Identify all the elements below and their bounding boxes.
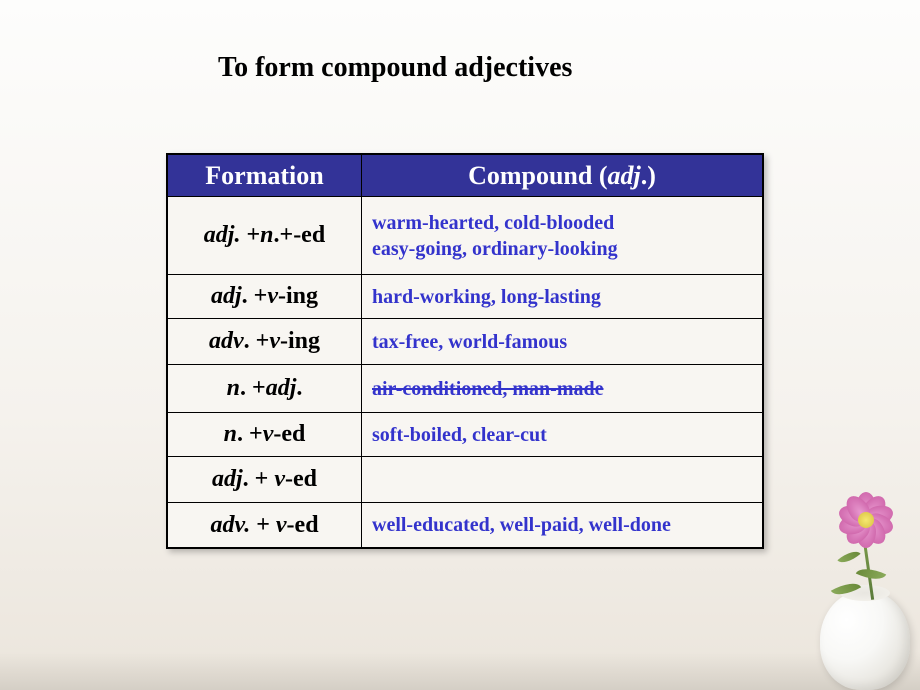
- petal: [863, 502, 896, 530]
- formation-cell: n. +adj.: [168, 365, 362, 412]
- formation-text: n. +v-ed: [224, 420, 306, 449]
- petal: [836, 502, 869, 530]
- table-row: adj. +n.+-ed warm-hearted, cold-bloodedea…: [168, 197, 762, 275]
- table-row: adj. + v-ed: [168, 457, 762, 503]
- surface-shadow: [0, 652, 920, 690]
- table-row: n. +v-ed soft-boiled, clear-cut: [168, 413, 762, 457]
- petal: [841, 491, 874, 525]
- compound-example: hard-working, long-lasting: [372, 284, 752, 310]
- compound-cell: [362, 457, 762, 502]
- petal: [858, 514, 891, 548]
- compound-example: easy-going, ordinary-looking: [372, 236, 752, 262]
- table-header-row: Formation Compound (adj.): [168, 155, 762, 197]
- compound-example: well-educated, well-paid, well-done: [372, 512, 752, 538]
- table-row: adv. + v-ed well-educated, well-paid, wel…: [168, 503, 762, 547]
- compound-adjectives-table: Formation Compound (adj.) adj. +n.+-ed wa…: [166, 153, 764, 549]
- leaf: [831, 577, 861, 601]
- petal: [856, 492, 876, 520]
- table-body: adj. +n.+-ed warm-hearted, cold-bloodedea…: [168, 197, 762, 547]
- formation-text: adv. +v-ing: [209, 327, 320, 356]
- table-row: adj. +v-ing hard-working, long-lasting: [168, 275, 762, 319]
- compound-cell: air-conditioned, man-made: [362, 365, 762, 412]
- formation-text: adj. +n.+-ed: [204, 221, 325, 250]
- flower-head: [838, 492, 894, 548]
- compound-cell: well-educated, well-paid, well-done: [362, 503, 762, 547]
- header-compound-prefix: Compound (: [468, 161, 607, 191]
- petal: [841, 514, 874, 548]
- formation-text: adv. + v-ed: [210, 511, 318, 540]
- header-compound-suffix: .): [641, 161, 656, 191]
- compound-example: soft-boiled, clear-cut: [372, 422, 752, 448]
- stem: [863, 540, 874, 600]
- header-formation: Formation: [168, 155, 362, 196]
- compound-example: tax-free, world-famous: [372, 329, 752, 355]
- leaf: [856, 563, 886, 586]
- header-compound-italic: adj: [608, 161, 641, 191]
- leaf: [837, 546, 860, 568]
- compound-cell: warm-hearted, cold-bloodedeasy-going, or…: [362, 197, 762, 274]
- petal: [856, 520, 876, 548]
- formation-text: adj. +v-ing: [211, 282, 318, 311]
- formation-cell: adv. +v-ing: [168, 319, 362, 364]
- flower-center: [858, 512, 874, 528]
- compound-cell: hard-working, long-lasting: [362, 275, 762, 318]
- table-row: n. +adj. air-conditioned, man-made: [168, 365, 762, 413]
- page-title: To form compound adjectives: [218, 52, 572, 84]
- petal: [836, 510, 869, 538]
- formation-cell: adv. + v-ed: [168, 503, 362, 547]
- compound-cell: soft-boiled, clear-cut: [362, 413, 762, 456]
- formation-cell: adj. + v-ed: [168, 457, 362, 502]
- compound-example: air-conditioned, man-made: [372, 376, 752, 402]
- formation-cell: adj. +v-ing: [168, 275, 362, 318]
- compound-cell: tax-free, world-famous: [362, 319, 762, 364]
- formation-text: n. +adj.: [227, 374, 303, 403]
- formation-cell: n. +v-ed: [168, 413, 362, 456]
- formation-cell: adj. +n.+-ed: [168, 197, 362, 274]
- header-compound: Compound (adj.): [362, 155, 762, 196]
- petal: [863, 510, 896, 538]
- compound-example: warm-hearted, cold-blooded: [372, 210, 752, 236]
- formation-text: adj. + v-ed: [212, 465, 317, 494]
- table-row: adv. +v-ing tax-free, world-famous: [168, 319, 762, 365]
- petal: [858, 491, 891, 525]
